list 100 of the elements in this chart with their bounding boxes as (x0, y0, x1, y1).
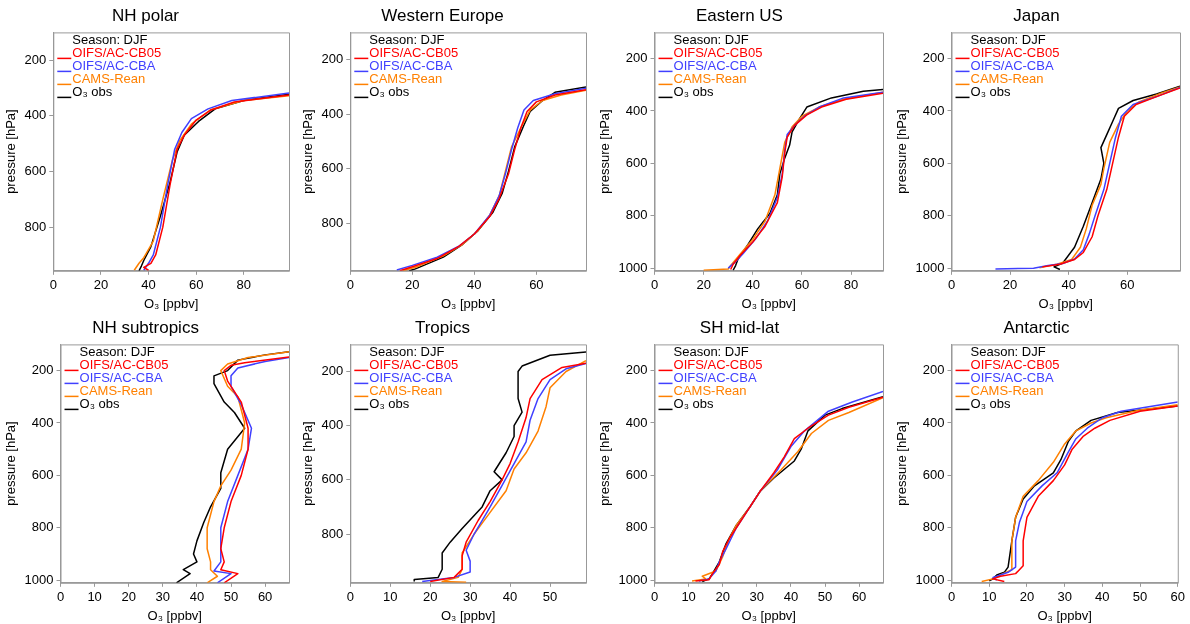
x-tick-label: 60 (1120, 277, 1135, 293)
x-tick-label: 40 (141, 277, 156, 293)
x-axis-title: O₃ [ppbv] (143, 295, 199, 311)
x-tick-label: 50 (223, 589, 239, 605)
legend-label: OIFS/AC-CBA (72, 58, 156, 74)
y-axis-title: pressure [hPa] (3, 421, 19, 506)
x-tick-label: 40 (1061, 277, 1076, 293)
legend-title: Season: DJF (673, 32, 749, 48)
y-tick-label: 400 (922, 102, 945, 118)
x-tick-label: 40 (1095, 589, 1110, 605)
x-tick-label: 30 (749, 589, 765, 605)
legend-label: OIFS/AC-CB05 (673, 357, 763, 373)
y-tick-label: 1000 (618, 571, 648, 587)
legend-label: CAMS-Rean (673, 71, 747, 87)
x-tick-label: 40 (783, 589, 799, 605)
y-tick-label: 800 (31, 519, 54, 535)
y-tick-label: 400 (625, 102, 648, 118)
legend-label: CAMS-Rean (970, 71, 1044, 87)
y-axis-title: pressure [hPa] (300, 421, 316, 506)
x-tick-label: 0 (56, 589, 65, 605)
y-tick-label: 600 (922, 466, 945, 482)
x-tick-label: 40 (502, 589, 518, 605)
legend-label: OIFS/AC-CBA (369, 58, 453, 74)
legend-title: Season: DJF (970, 344, 1046, 360)
x-tick-label: 10 (87, 589, 102, 605)
y-axis-title: pressure [hPa] (3, 109, 19, 194)
x-tick-label: 20 (715, 589, 730, 605)
y-tick-label: 600 (31, 466, 54, 482)
y-tick-label: 800 (922, 207, 945, 223)
legend-label: O₃ obs (72, 84, 113, 100)
chart-title: SH mid-lat (699, 317, 780, 337)
legend-label: OIFS/AC-CB05 (673, 45, 763, 61)
y-tick-label: 800 (321, 525, 344, 541)
chart-title: Antarctic (1003, 317, 1071, 337)
legend-label: OIFS/AC-CB05 (72, 45, 162, 61)
legend-label: OIFS/AC-CBA (970, 58, 1054, 74)
x-tick-label: 50 (817, 589, 833, 605)
x-tick-label: 60 (1170, 589, 1185, 605)
legend-label: CAMS-Rean (369, 71, 443, 87)
legend-label: OIFS/AC-CB05 (970, 357, 1060, 373)
y-tick-label: 1000 (24, 571, 54, 587)
legend-label: CAMS-Rean (369, 383, 443, 399)
y-tick-label: 800 (922, 519, 945, 535)
x-tick-label: 0 (49, 277, 57, 293)
legend-label: CAMS-Rean (79, 383, 153, 399)
x-tick-label: 80 (236, 277, 251, 293)
y-axis-title: pressure [hPa] (894, 421, 910, 506)
y-tick-label: 400 (922, 414, 945, 430)
y-tick-label: 200 (922, 50, 945, 66)
x-tick-label: 0 (650, 589, 659, 605)
x-axis-title: O₃ [ppbv] (741, 607, 796, 623)
x-tick-label: 30 (462, 589, 478, 605)
x-tick-label: 30 (1057, 589, 1072, 605)
x-tick-label: 40 (745, 277, 761, 293)
x-tick-label: 0 (947, 589, 956, 605)
legend-title: Season: DJF (72, 32, 148, 48)
legend-title: Season: DJF (970, 32, 1046, 48)
y-tick-label: 600 (321, 160, 344, 176)
x-axis-title: O₃ [ppbv] (1037, 607, 1092, 623)
chart-title: Eastern US (696, 5, 783, 25)
x-tick-label: 60 (851, 589, 867, 605)
y-tick-label: 600 (625, 154, 648, 170)
x-tick-label: 60 (257, 589, 273, 605)
x-tick-label: 10 (981, 589, 997, 605)
legend-label: O₃ obs (79, 396, 120, 412)
y-tick-label: 600 (922, 154, 945, 170)
y-axis-title: pressure [hPa] (597, 421, 613, 506)
x-axis-title: O₃ [ppbv] (147, 607, 202, 623)
legend-label: CAMS-Rean (72, 71, 146, 87)
chart-title: Western Europe (381, 5, 504, 25)
y-tick-label: 1000 (915, 571, 945, 587)
y-tick-label: 1000 (618, 259, 648, 275)
y-axis-title: pressure [hPa] (597, 109, 613, 194)
x-tick-label: 20 (1019, 589, 1035, 605)
x-tick-label: 60 (529, 277, 544, 293)
y-tick-label: 1000 (915, 259, 945, 275)
legend-label: OIFS/AC-CB05 (970, 45, 1060, 61)
y-tick-label: 400 (321, 105, 344, 121)
legend-label: O₃ obs (369, 396, 410, 412)
legend-label: OIFS/AC-CBA (369, 370, 453, 386)
legend-title: Season: DJF (369, 344, 445, 360)
x-tick-label: 50 (542, 589, 558, 605)
x-tick-label: 10 (681, 589, 696, 605)
y-tick-label: 800 (625, 207, 648, 223)
x-tick-label: 0 (650, 277, 659, 293)
x-tick-label: 10 (383, 589, 398, 605)
legend-label: O₃ obs (970, 84, 1011, 100)
x-tick-label: 20 (1002, 277, 1018, 293)
y-tick-label: 200 (321, 363, 344, 379)
legend-label: OIFS/AC-CB05 (369, 357, 459, 373)
x-tick-label: 0 (346, 277, 354, 293)
x-axis-title: O₃ [ppbv] (440, 295, 496, 311)
y-axis-title: pressure [hPa] (300, 109, 316, 194)
x-tick-label: 40 (189, 589, 205, 605)
x-tick-label: 40 (467, 277, 482, 293)
y-tick-label: 400 (31, 414, 54, 430)
y-tick-label: 600 (24, 163, 47, 179)
x-tick-label: 60 (794, 277, 810, 293)
y-tick-label: 800 (321, 214, 344, 230)
x-tick-label: 20 (405, 277, 420, 293)
